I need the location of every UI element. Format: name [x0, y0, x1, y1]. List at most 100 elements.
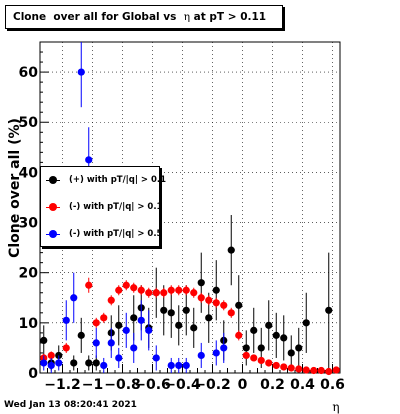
data-point-with-pt-q-0-1	[235, 331, 243, 339]
data-point-with-pt-q-0-1	[85, 281, 93, 289]
data-point-with-pt-q-0-5	[130, 344, 138, 352]
chart-title-prefix: Clone over all for Global vs	[13, 11, 184, 23]
data-point-with-pt-q-0-1	[115, 286, 123, 294]
data-point-with-pt-q-0-1	[325, 306, 333, 314]
data-point-with-pt-q-0-1	[145, 289, 153, 297]
data-point-with-pt-q-0-1	[332, 366, 340, 374]
legend-entry: (-) with pT/|q| > 0.5	[41, 227, 163, 241]
x-tick-label: 0.6	[320, 377, 345, 393]
y-tick-label: 0	[28, 366, 38, 382]
data-point-with-pt-q-0-1	[242, 351, 250, 360]
chart-title-suffix: at pT > 0.11	[189, 11, 267, 23]
data-point-with-pt-q-0-1	[182, 286, 190, 294]
data-point-with-pt-q-0-1	[250, 354, 258, 362]
legend-entry: (+) with pT/|q| > 0.1	[41, 173, 166, 187]
data-point-with-pt-q-0-5	[167, 361, 175, 370]
data-point-with-pt-q-0-1	[70, 359, 78, 367]
data-point-with-pt-q-0-5	[85, 156, 93, 164]
data-point-with-pt-q-0-1	[265, 321, 273, 329]
y-tick-label: 50	[19, 115, 39, 131]
data-point-with-pt-q-0-1	[272, 361, 280, 370]
data-point-with-pt-q-0-1	[257, 356, 265, 365]
y-axis-title: Clone over all (%)	[7, 118, 23, 258]
legend-label: (+) with pT/|q| > 0.1	[69, 175, 167, 185]
x-tick-label: −1.2	[44, 377, 81, 393]
data-point-with-pt-q-0-1	[250, 326, 258, 334]
data-point-with-pt-q-0-5	[77, 68, 85, 76]
data-point-with-pt-q-0-5	[55, 359, 63, 367]
data-point-with-pt-q-0-1	[190, 289, 198, 297]
x-tick-label: −0.4	[164, 377, 201, 393]
chart-title: Clone over all for Global vs η at pT > 0…	[5, 5, 283, 29]
data-point-with-pt-q-0-1	[310, 366, 318, 375]
data-point-with-pt-q-0-1	[130, 314, 138, 322]
data-point-with-pt-q-0-1	[107, 296, 115, 304]
data-point-with-pt-q-0-1	[85, 359, 93, 367]
data-point-with-pt-q-0-5	[107, 339, 115, 347]
data-point-with-pt-q-0-1	[242, 344, 250, 352]
data-point-with-pt-q-0-1	[212, 286, 220, 294]
data-point-with-pt-q-0-1	[122, 281, 130, 289]
data-point-with-pt-q-0-1	[92, 319, 100, 327]
data-point-with-pt-q-0-1	[62, 344, 70, 352]
data-point-with-pt-q-0-1	[182, 306, 190, 314]
data-point-with-pt-q-0-1	[205, 314, 213, 322]
data-point-with-pt-q-0-1	[302, 319, 310, 327]
data-point-with-pt-q-0-1	[190, 324, 198, 332]
data-point-with-pt-q-0-5	[122, 326, 130, 334]
y-tick-label: 30	[19, 216, 39, 232]
data-point-with-pt-q-0-1	[160, 289, 168, 297]
data-point-with-pt-q-0-1	[257, 344, 265, 352]
data-point-with-pt-q-0-5	[182, 361, 190, 370]
data-point-with-pt-q-0-1	[100, 314, 108, 322]
x-tick-label: 0.4	[290, 377, 315, 393]
data-point-with-pt-q-0-1	[295, 365, 303, 373]
legend-marker	[49, 230, 57, 238]
data-point-with-pt-q-0-1	[325, 367, 333, 376]
x-tick-label: −1	[82, 377, 103, 393]
data-point-with-pt-q-0-1	[167, 309, 175, 317]
legend: (+) with pT/|q| > 0.1 (-) with pT/|q| > 0…	[40, 166, 166, 247]
legend-label: (-) with pT/|q| > 0.1	[69, 202, 163, 212]
data-point-with-pt-q-0-1	[317, 366, 325, 375]
data-point-with-pt-q-0-1	[115, 321, 123, 329]
data-point-with-pt-q-0-5	[152, 354, 160, 362]
data-point-with-pt-q-0-1	[287, 349, 295, 357]
x-tick-label: 0	[238, 377, 248, 393]
timestamp: Wed Jan 13 08:20:41 2021	[4, 400, 137, 410]
data-point-with-pt-q-0-1	[175, 321, 183, 329]
data-point-with-pt-q-0-1	[272, 331, 280, 339]
data-point-with-pt-q-0-1	[175, 286, 183, 294]
legend-entry: (-) with pT/|q| > 0.1	[41, 200, 163, 214]
legend-marker	[49, 203, 57, 211]
data-point-with-pt-q-0-5	[62, 316, 70, 324]
data-point-with-pt-q-0-1	[302, 366, 310, 374]
data-point-with-pt-q-0-1	[265, 359, 273, 367]
y-tick-label: 40	[19, 165, 39, 181]
data-point-with-pt-q-0-1	[205, 296, 213, 304]
data-point-with-pt-q-0-5	[100, 361, 108, 370]
data-point-with-pt-q-0-1	[152, 289, 160, 297]
data-point-with-pt-q-0-1	[227, 309, 235, 317]
data-point-with-pt-q-0-1	[137, 286, 145, 294]
data-point-with-pt-q-0-5	[137, 316, 145, 324]
data-point-with-pt-q-0-1	[287, 364, 295, 372]
x-tick-label: −0.6	[134, 377, 171, 393]
data-point-with-pt-q-0-1	[280, 363, 288, 371]
data-point-with-pt-q-0-1	[280, 334, 288, 342]
x-tick-label: −0.8	[104, 377, 141, 393]
data-point-with-pt-q-0-1	[130, 284, 138, 292]
data-point-with-pt-q-0-5	[220, 344, 228, 352]
data-point-with-pt-q-0-5	[47, 361, 55, 370]
legend-label: (-) with pT/|q| > 0.5	[69, 229, 163, 239]
data-point-with-pt-q-0-5	[212, 349, 220, 357]
x-tick-label: 0.2	[260, 377, 285, 393]
data-point-with-pt-q-0-1	[197, 294, 205, 302]
data-point-with-pt-q-0-5	[92, 339, 100, 347]
data-point-with-pt-q-0-1	[77, 331, 85, 339]
y-tick-label: 60	[19, 65, 39, 81]
x-tick-label: −0.2	[194, 377, 231, 393]
legend-marker	[49, 176, 57, 184]
data-point-with-pt-q-0-1	[227, 246, 235, 254]
